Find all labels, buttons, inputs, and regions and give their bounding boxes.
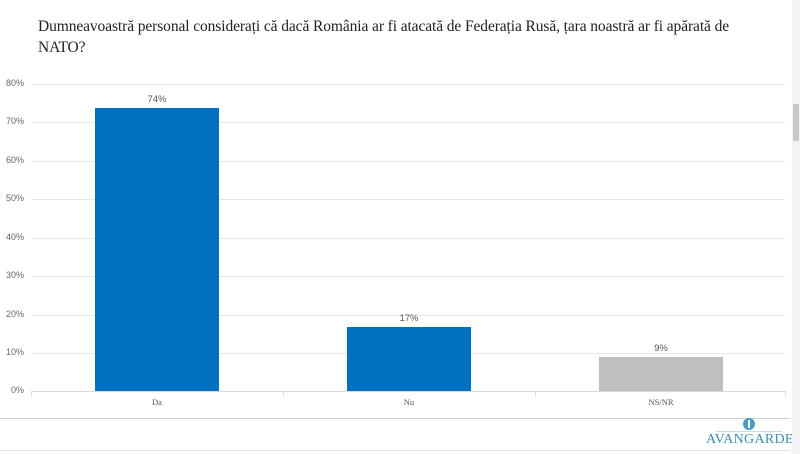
bar-value-label-nu: 17% <box>399 313 419 324</box>
chart-title: Dumneavoastră personal considerați că da… <box>38 18 730 56</box>
gridline <box>31 161 785 162</box>
slide-divider <box>0 450 790 451</box>
y-tick-label: 30% <box>5 270 24 280</box>
bar-nu <box>347 327 471 391</box>
y-tick-label: 60% <box>5 155 24 165</box>
x-category-label-da: Da <box>152 397 162 407</box>
gridline <box>31 122 785 123</box>
x-category-label-nu: Nu <box>403 397 415 407</box>
gridline <box>31 276 785 277</box>
y-tick-label: 80% <box>5 78 24 88</box>
logo-text: AVANGARDE <box>706 432 794 447</box>
y-tick-label: 50% <box>5 193 24 203</box>
y-tick-label: 40% <box>5 232 24 242</box>
y-tick-label: 20% <box>5 309 24 319</box>
y-tick-label: 70% <box>5 116 24 126</box>
y-tick-label: 10% <box>5 347 24 357</box>
x-axis-tick <box>785 391 786 396</box>
y-tick-label: 0% <box>10 385 24 395</box>
bar-value-label-nsnr: 9% <box>654 343 668 354</box>
scrollbar-thumb[interactable] <box>793 104 799 141</box>
x-axis-tick <box>283 391 284 396</box>
x-axis-line <box>31 391 785 392</box>
bar-value-label-da: 74% <box>147 94 167 105</box>
gridline <box>31 199 785 200</box>
slide-divider <box>0 418 790 419</box>
gridline <box>31 84 785 85</box>
logo-tagline-line <box>716 431 782 432</box>
x-axis-tick <box>31 391 32 396</box>
gridline <box>31 315 785 316</box>
bar-da <box>95 108 219 391</box>
avangarde-logo: AVANGARDE <box>706 418 794 452</box>
x-category-label-nsnr: NS/NR <box>648 397 674 407</box>
gridline <box>31 238 785 239</box>
bar-nsnr <box>599 357 723 391</box>
x-axis-tick <box>535 391 536 396</box>
vertical-scrollbar[interactable] <box>792 0 800 454</box>
logo-mark-icon <box>743 418 755 430</box>
